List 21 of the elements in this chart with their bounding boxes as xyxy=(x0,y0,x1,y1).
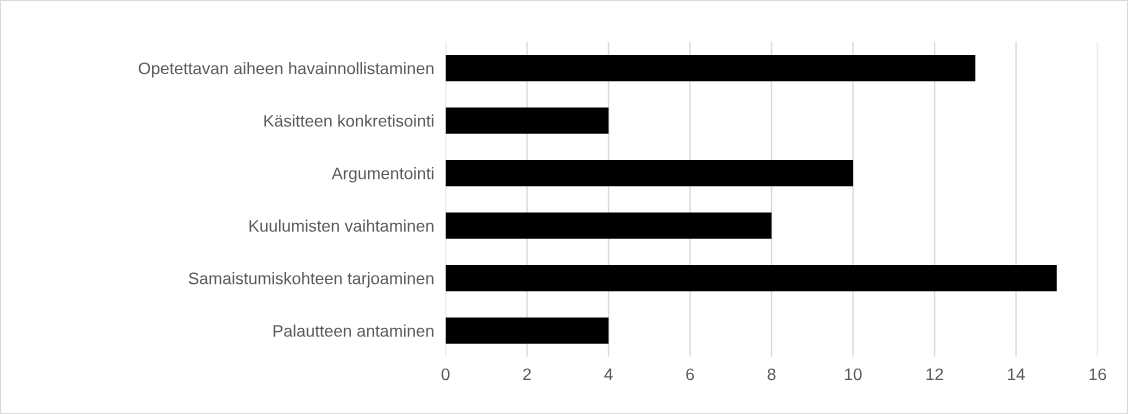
x-tick-label: 8 xyxy=(767,368,776,381)
x-tick-label: 12 xyxy=(926,368,943,381)
y-tick-label: Opetettavan aiheen havainnollistaminen xyxy=(138,62,434,78)
y-tick-label: Argumentointi xyxy=(331,167,434,183)
y-tick-label: Palautteen antaminen xyxy=(273,324,434,337)
bar xyxy=(445,317,609,344)
bar xyxy=(445,212,772,239)
bar xyxy=(445,159,854,187)
x-tick-label: 6 xyxy=(686,368,694,381)
x-tick-label: 0 xyxy=(441,368,450,381)
x-tick-label: 2 xyxy=(523,368,531,381)
x-tick-label: 4 xyxy=(604,368,613,381)
bar xyxy=(445,107,609,134)
y-tick-label: Kuulumisten vaihtaminen xyxy=(249,219,434,232)
y-tick-label: Samaistumiskohteen tarjoaminen xyxy=(188,272,434,288)
bar xyxy=(445,264,1057,292)
x-tick-label: 16 xyxy=(1089,368,1107,381)
x-tick-label: 14 xyxy=(1008,368,1025,381)
x-tick-label: 10 xyxy=(845,368,862,381)
bar xyxy=(445,54,976,82)
y-tick-label: Käsitteen konkretisointi xyxy=(264,114,434,127)
